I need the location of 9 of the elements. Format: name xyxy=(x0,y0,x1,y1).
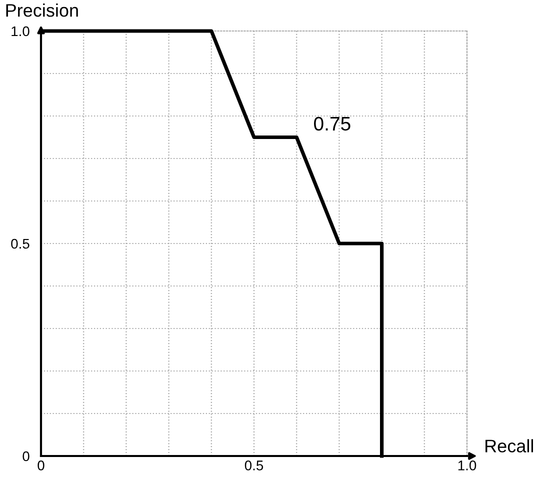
x-tick-label: 1.0 xyxy=(458,460,476,470)
x-axis-title: Recall xyxy=(486,439,534,452)
y-tick-label: 0 xyxy=(22,451,30,462)
annotation: 0.75 xyxy=(314,116,350,131)
y-tick-label: 1.0 xyxy=(12,26,30,36)
y-axis-title: Precision xyxy=(6,4,78,17)
x-tick-label: 0 xyxy=(38,460,44,470)
y-tick-label: 0.5 xyxy=(11,238,30,249)
x-tick-label: 0.5 xyxy=(244,460,264,470)
